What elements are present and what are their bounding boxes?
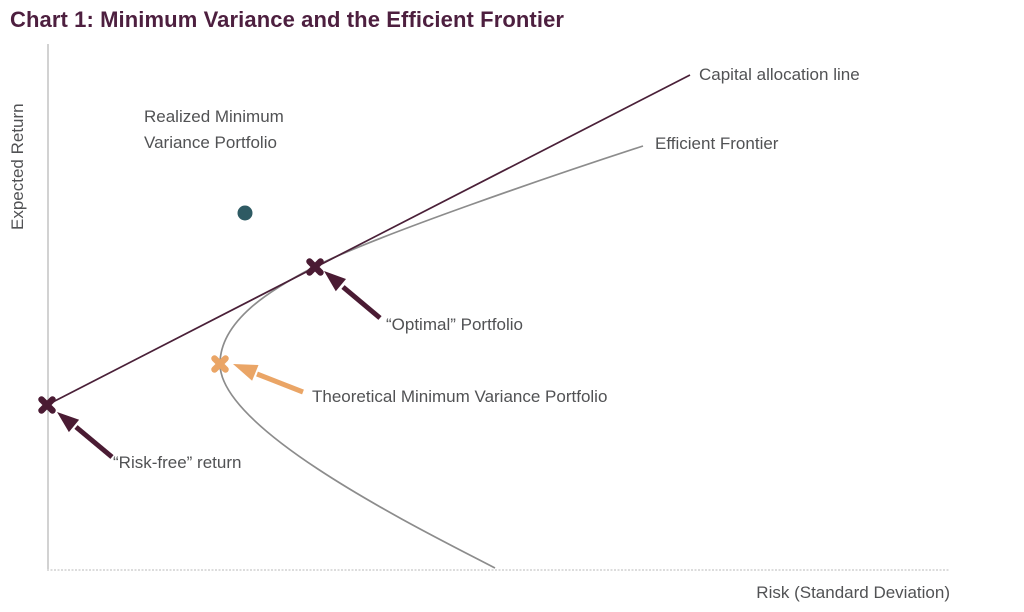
chart-title: Chart 1: Minimum Variance and the Effici…: [10, 7, 565, 32]
capital-allocation-line: [46, 74, 691, 406]
risk-free-marker: [38, 396, 56, 414]
risk-free-label: “Risk-free” return: [113, 453, 242, 472]
optimal-portfolio-arrow: [324, 271, 382, 320]
risk-free-arrow: [57, 412, 114, 459]
x-axis-label: Risk (Standard Deviation): [756, 583, 950, 602]
theoretical-mvp-marker: [211, 355, 229, 373]
y-axis-label: Expected Return: [8, 103, 27, 230]
realized-mvp-label-line2: Variance Portfolio: [144, 133, 277, 152]
realized-mvp-label-line1: Realized Minimum: [144, 107, 284, 126]
realized-mvp-label: Realized Minimum Variance Portfolio: [144, 104, 284, 156]
optimal-portfolio-marker: [306, 258, 324, 276]
theoretical-mvp-arrow: [233, 364, 304, 395]
capital-allocation-line-label: Capital allocation line: [699, 65, 860, 84]
realized-mvp-marker: [237, 205, 253, 221]
optimal-portfolio-label: “Optimal” Portfolio: [386, 315, 523, 334]
efficient-frontier-label: Efficient Frontier: [655, 134, 779, 153]
theoretical-mvp-label: Theoretical Minimum Variance Portfolio: [312, 387, 608, 406]
efficient-frontier-curve: [219, 145, 644, 569]
